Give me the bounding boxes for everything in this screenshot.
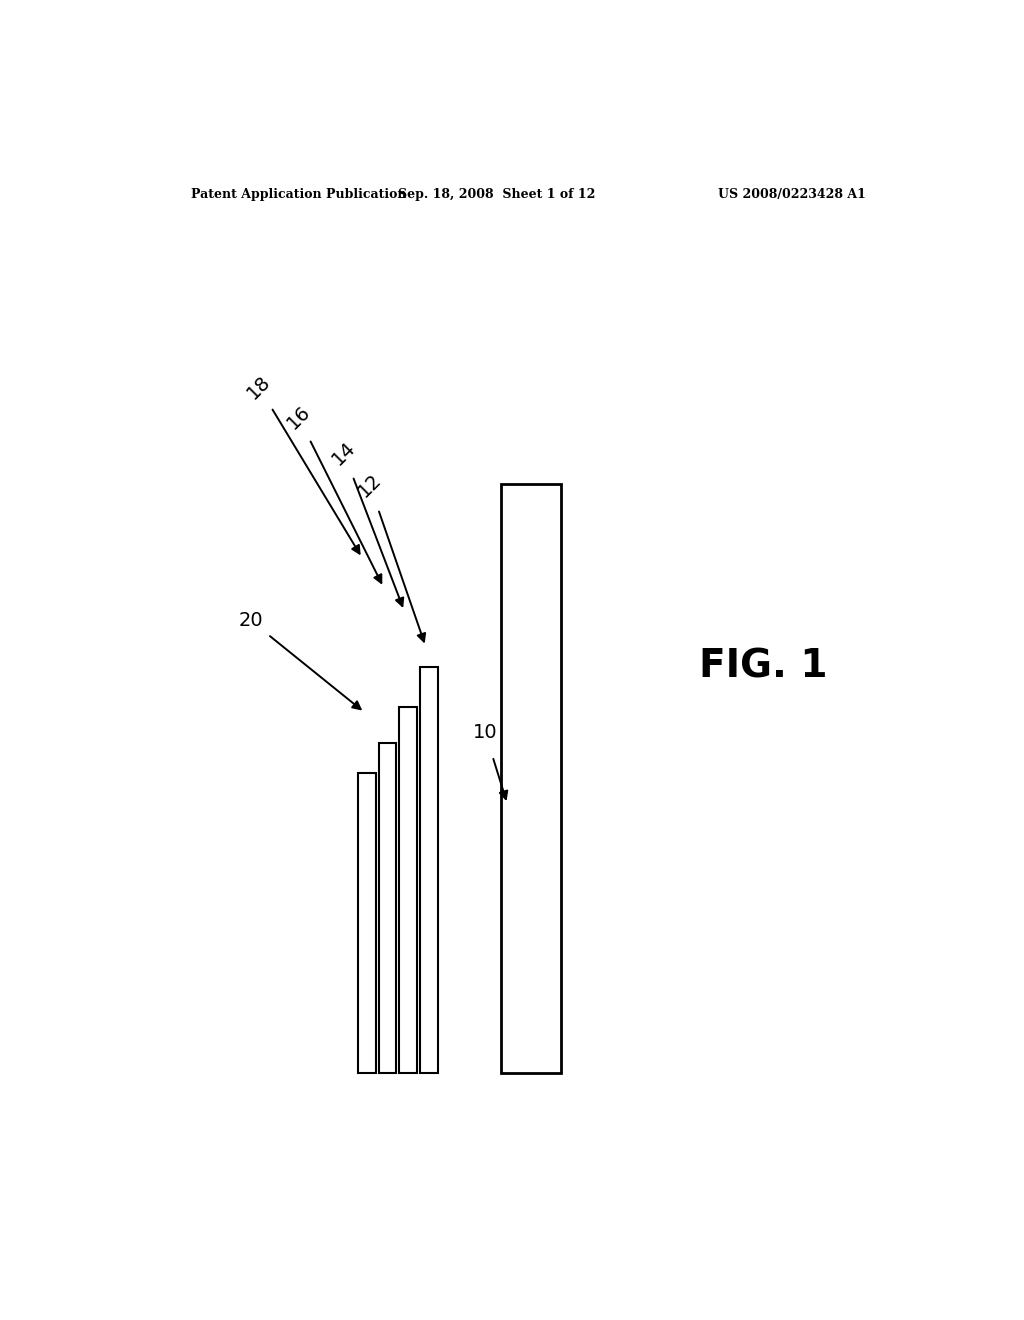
Bar xyxy=(420,667,437,1073)
Bar xyxy=(399,708,417,1073)
Text: 14: 14 xyxy=(329,438,359,469)
Text: 12: 12 xyxy=(354,470,385,502)
Text: 16: 16 xyxy=(284,403,314,433)
Text: US 2008/0223428 A1: US 2008/0223428 A1 xyxy=(718,189,866,202)
Bar xyxy=(358,774,376,1073)
Text: Patent Application Publication: Patent Application Publication xyxy=(191,189,407,202)
Text: 20: 20 xyxy=(239,611,263,631)
Bar xyxy=(379,743,396,1073)
Text: Sep. 18, 2008  Sheet 1 of 12: Sep. 18, 2008 Sheet 1 of 12 xyxy=(398,189,596,202)
Text: 10: 10 xyxy=(473,723,498,742)
Bar xyxy=(501,483,560,1073)
Text: 18: 18 xyxy=(244,372,274,403)
Text: FIG. 1: FIG. 1 xyxy=(698,648,827,685)
